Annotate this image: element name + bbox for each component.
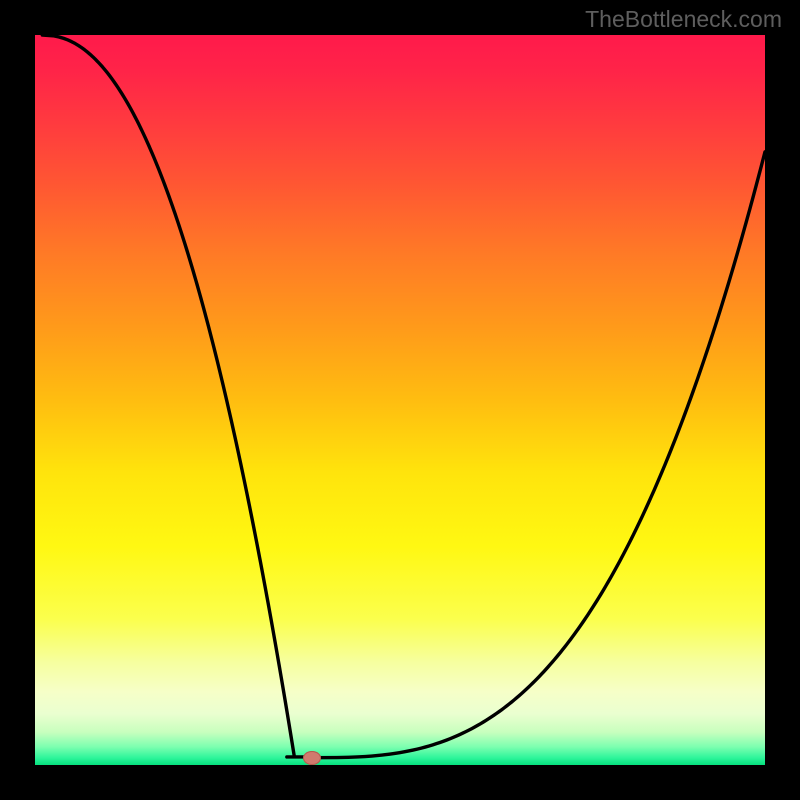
chart-stage: TheBottleneck.com <box>0 0 800 800</box>
plot-frame-border <box>32 32 768 768</box>
watermark-text: TheBottleneck.com <box>585 6 782 33</box>
